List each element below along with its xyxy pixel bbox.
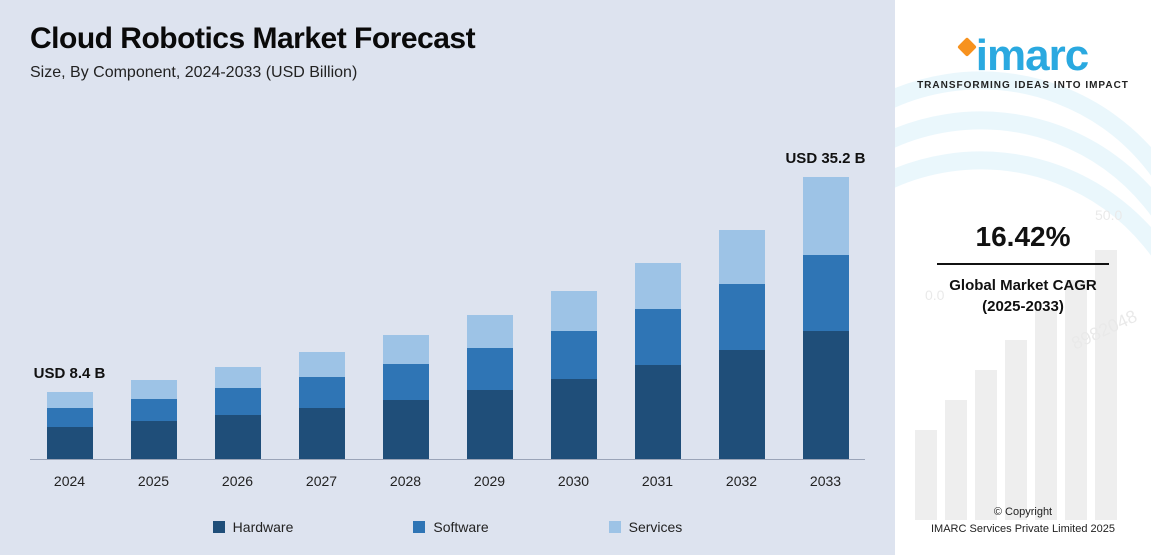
bar-segment <box>47 408 93 427</box>
bar-segment <box>383 335 429 364</box>
legend: Hardware Software Services <box>0 519 895 535</box>
bar-segment <box>215 367 261 389</box>
legend-item-software: Software <box>413 519 488 535</box>
x-tick: 2029 <box>474 473 505 489</box>
page-root: Cloud Robotics Market Forecast Size, By … <box>0 0 1151 555</box>
legend-swatch-services <box>609 521 621 533</box>
x-tick: 2025 <box>138 473 169 489</box>
copyright-line-1: © Copyright <box>895 504 1151 521</box>
legend-item-hardware: Hardware <box>213 519 294 535</box>
bar-2028 <box>383 335 429 459</box>
copyright: © Copyright IMARC Services Private Limit… <box>895 504 1151 537</box>
legend-label: Software <box>433 519 488 535</box>
plot-area: 2024USD 8.4 B202520262027202820292030203… <box>30 138 865 460</box>
bar-segment <box>719 350 765 459</box>
x-tick: 2033 <box>810 473 841 489</box>
bar-segment <box>467 315 513 349</box>
bar-segment <box>131 399 177 421</box>
x-tick: 2032 <box>726 473 757 489</box>
cagr-label-2: (2025-2033) <box>913 298 1133 315</box>
bar-segment <box>551 379 597 459</box>
x-tick: 2027 <box>306 473 337 489</box>
x-tick: 2026 <box>222 473 253 489</box>
x-tick: 2031 <box>642 473 673 489</box>
value-label: USD 35.2 B <box>785 150 865 167</box>
bar-2026 <box>215 367 261 459</box>
bar-segment <box>131 380 177 398</box>
bar-segment <box>803 331 849 459</box>
side-panel: 8982048 0.0 50.0 imarc TRANSFORMING IDEA… <box>895 0 1151 555</box>
logo: imarc TRANSFORMING IDEAS INTO IMPACT <box>895 34 1151 91</box>
bar-2024 <box>47 392 93 459</box>
bar-segment <box>467 390 513 459</box>
bar-segment <box>551 291 597 330</box>
bar-segment <box>635 263 681 309</box>
logo-tagline: TRANSFORMING IDEAS INTO IMPACT <box>895 80 1151 91</box>
bar-2027 <box>299 352 345 459</box>
bar-segment <box>47 392 93 408</box>
bar-segment <box>299 352 345 377</box>
bar-segment <box>635 365 681 459</box>
cagr-label-1: Global Market CAGR <box>913 277 1133 294</box>
bar-segment <box>299 408 345 459</box>
legend-item-services: Services <box>609 519 683 535</box>
bar-2033 <box>803 177 849 459</box>
bar-segment <box>719 284 765 350</box>
x-tick: 2024 <box>54 473 85 489</box>
bar-2025 <box>131 380 177 459</box>
legend-label: Hardware <box>233 519 294 535</box>
logo-text: imarc <box>976 31 1088 80</box>
chart-subtitle: Size, By Component, 2024-2033 (USD Billi… <box>30 64 867 82</box>
bar-segment <box>467 348 513 390</box>
bar-segment <box>299 377 345 407</box>
bar-segment <box>47 427 93 459</box>
bar-segment <box>719 230 765 284</box>
bar-2029 <box>467 315 513 459</box>
bar-segment <box>551 331 597 379</box>
x-tick: 2030 <box>558 473 589 489</box>
bar-segment <box>383 400 429 459</box>
bar-segment <box>635 309 681 365</box>
bar-segment <box>803 177 849 256</box>
copyright-line-2: IMARC Services Private Limited 2025 <box>895 521 1151 538</box>
value-label: USD 8.4 B <box>34 365 106 382</box>
legend-swatch-hardware <box>213 521 225 533</box>
logo-row: imarc <box>895 34 1151 78</box>
chart-panel: Cloud Robotics Market Forecast Size, By … <box>0 0 895 555</box>
logo-dot-icon <box>957 37 977 57</box>
bar-segment <box>215 388 261 414</box>
cagr-divider <box>937 263 1109 265</box>
bar-2030 <box>551 291 597 459</box>
cagr-block: 16.42% Global Market CAGR (2025-2033) <box>895 221 1151 315</box>
chart-title: Cloud Robotics Market Forecast <box>30 22 867 56</box>
bar-segment <box>215 415 261 459</box>
bar-segment <box>803 255 849 331</box>
legend-swatch-software <box>413 521 425 533</box>
bar-2032 <box>719 230 765 459</box>
cagr-value: 16.42% <box>913 221 1133 253</box>
bar-2031 <box>635 263 681 459</box>
x-tick: 2028 <box>390 473 421 489</box>
bar-segment <box>131 421 177 459</box>
legend-label: Services <box>629 519 683 535</box>
plot: 2024USD 8.4 B202520262027202820292030203… <box>30 138 865 460</box>
bar-segment <box>383 364 429 400</box>
